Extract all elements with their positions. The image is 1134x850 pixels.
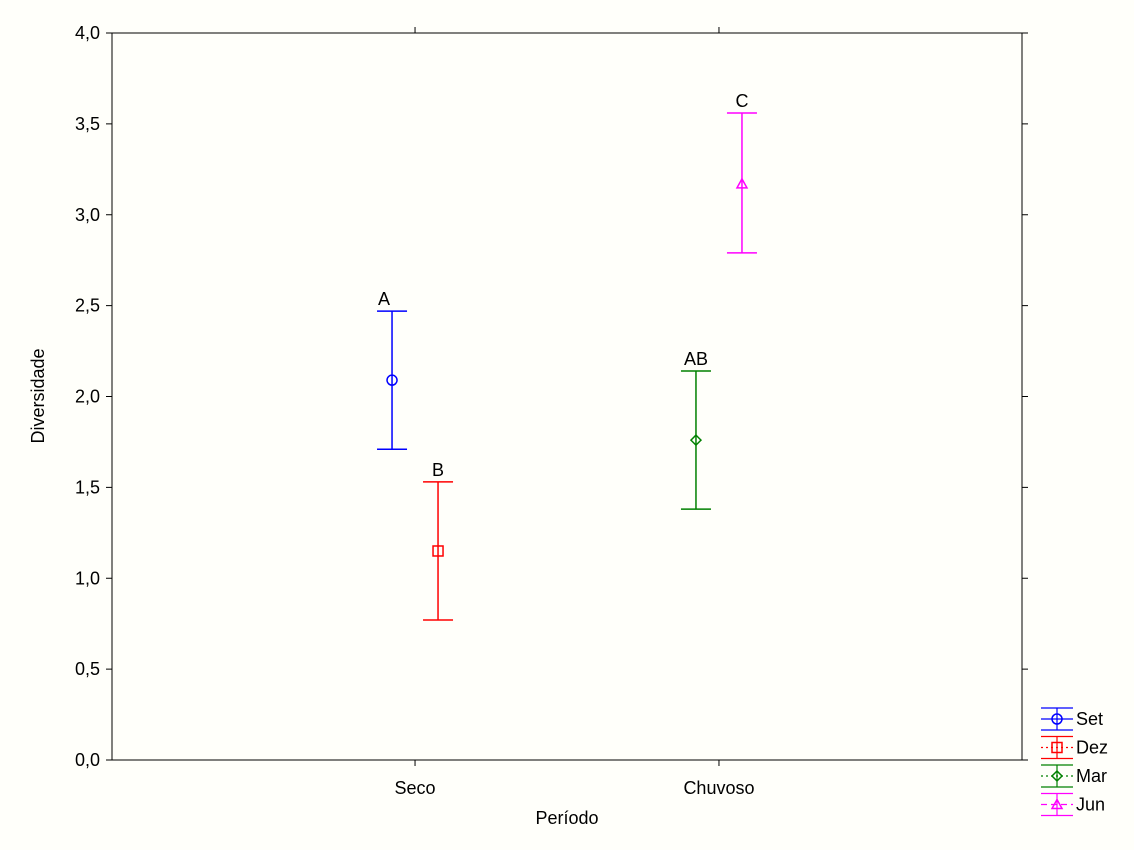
legend-label: Dez <box>1076 738 1108 758</box>
data-point <box>1050 797 1064 810</box>
series-dez: B <box>423 460 454 621</box>
data-point <box>1050 769 1064 783</box>
y-tick-label: 2,5 <box>75 296 100 316</box>
y-axis-title: Diversidade <box>28 348 48 443</box>
data-point <box>386 374 398 386</box>
data-point <box>432 545 444 557</box>
group-label: B <box>432 460 444 480</box>
legend-item-dez: Dez <box>1041 735 1108 760</box>
legend-label: Jun <box>1076 795 1105 815</box>
group-label: AB <box>684 349 708 369</box>
legend-label: Set <box>1076 709 1103 729</box>
legend: Set Dez Mar Jun <box>1041 707 1108 817</box>
y-tick-label: 3,0 <box>75 205 100 225</box>
group-label: C <box>735 91 748 111</box>
y-tick-label: 2,0 <box>75 387 100 407</box>
x-axis: Seco Chuvoso <box>395 27 754 798</box>
x-tick-label: Chuvoso <box>683 778 754 798</box>
y-tick-label: 4,0 <box>75 23 100 43</box>
legend-label: Mar <box>1076 766 1107 786</box>
data-point <box>735 177 749 189</box>
y-tick-label: 0,5 <box>75 659 100 679</box>
x-axis-title: Período <box>535 808 598 828</box>
x-tick-label: Seco <box>395 778 436 798</box>
plot-area <box>111 32 1023 761</box>
series-set: A <box>377 289 408 450</box>
legend-item-set: Set <box>1041 707 1103 731</box>
data-point <box>689 434 703 447</box>
y-axis: 0,0 0,5 1,0 1,5 2,0 2,5 3,0 3,5 4,0 <box>75 23 1028 770</box>
y-tick-label: 1,0 <box>75 568 100 588</box>
legend-item-jun: Jun <box>1041 792 1105 817</box>
series-jun: C <box>726 91 757 254</box>
series-mar: AB <box>680 349 711 510</box>
group-label: A <box>378 289 390 309</box>
legend-item-mar: Mar <box>1041 764 1107 788</box>
y-tick-label: 0,0 <box>75 750 100 770</box>
y-tick-label: 1,5 <box>75 477 100 497</box>
y-tick-label: 3,5 <box>75 114 100 134</box>
data-point <box>1051 713 1063 725</box>
data-point <box>1051 741 1063 754</box>
